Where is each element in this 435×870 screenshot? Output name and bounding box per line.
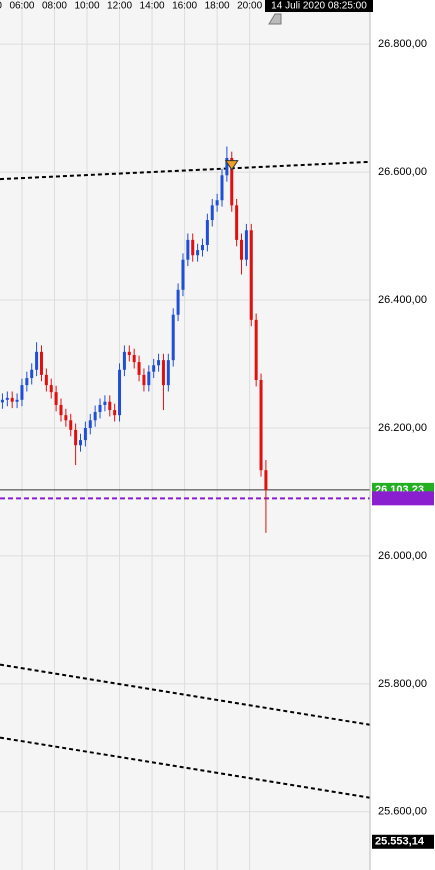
y-tick-label: 26.800,00 <box>378 38 427 50</box>
x-tick-label: 10:00 <box>74 1 99 12</box>
candle-body <box>35 351 39 370</box>
y-tick-label: 25.600,00 <box>378 806 427 818</box>
candle-body <box>254 319 258 380</box>
candle-body <box>54 392 58 405</box>
candle-body <box>230 158 234 206</box>
x-tick-label: 18:00 <box>205 1 230 12</box>
candle-body <box>240 239 244 260</box>
candle-body <box>103 401 107 405</box>
candle-body <box>5 397 9 400</box>
candle-body <box>74 429 78 446</box>
crosshair-label-box <box>265 0 373 12</box>
candle-body <box>191 239 195 256</box>
x-tick-label: 06:00 <box>9 1 34 12</box>
candle-body <box>108 401 112 411</box>
candle-body <box>196 250 200 256</box>
candle-body <box>25 378 29 386</box>
candle-body <box>113 410 117 416</box>
candle-body <box>132 355 136 363</box>
candle-body <box>15 399 19 402</box>
x-tick-label: 14:00 <box>140 1 165 12</box>
candle-body <box>210 205 214 221</box>
candle-body <box>147 371 151 386</box>
candle-body <box>69 420 73 430</box>
candle-body <box>142 374 146 386</box>
crosshair-handle <box>268 13 282 25</box>
trend-line <box>0 160 371 181</box>
candle-body <box>88 420 92 428</box>
candle-body <box>200 245 204 251</box>
price-label: 25.553,14 <box>375 836 425 848</box>
candle-body <box>64 415 68 421</box>
candle-body <box>225 158 229 176</box>
y-tick-label: 26.600,00 <box>378 166 427 178</box>
candle-body <box>205 220 209 246</box>
candle-body <box>235 205 239 240</box>
candle-body <box>137 362 141 375</box>
candle-body <box>30 369 34 379</box>
price-label-box <box>372 491 434 506</box>
candle-body <box>93 411 97 421</box>
y-tick-label: 26.200,00 <box>378 422 427 434</box>
candle-body <box>122 351 126 370</box>
candle-body <box>127 351 131 356</box>
price-label-box <box>372 834 434 849</box>
y-tick-label: 26.000,00 <box>378 550 427 562</box>
candle-body <box>181 259 185 290</box>
candle-body <box>215 200 219 206</box>
x-tick-label: 16:00 <box>172 1 197 12</box>
candle-body <box>176 289 180 315</box>
signal-marker <box>224 160 239 171</box>
candle-body <box>244 230 248 260</box>
y-tick-label: 25.800,00 <box>378 678 427 690</box>
candle-body <box>44 374 48 386</box>
candle-body <box>98 404 102 412</box>
axis-background <box>370 0 435 870</box>
candle-body <box>161 360 165 386</box>
candle-body <box>20 385 24 400</box>
y-tick-label: 26.400,00 <box>378 294 427 306</box>
x-tick-label: 04:00 <box>0 1 2 12</box>
candle-body <box>118 369 122 416</box>
candle-body <box>264 470 268 491</box>
candle-body <box>259 379 263 471</box>
x-tick-label: 12:00 <box>107 1 132 12</box>
candle-body <box>49 385 53 393</box>
candle-body <box>186 239 190 260</box>
candle-body <box>59 404 63 416</box>
candle-body <box>83 427 87 441</box>
candle-body <box>10 397 14 402</box>
candle-body <box>152 365 156 372</box>
candle-body <box>0 399 4 403</box>
candle-body <box>171 314 175 361</box>
candle-body <box>157 360 161 366</box>
candle-body <box>79 440 83 446</box>
candle-body <box>249 230 253 320</box>
candle-body <box>166 360 170 386</box>
crosshair-label: 14 Juli 2020 08:25:00 <box>271 1 367 12</box>
x-tick-label: 20:00 <box>237 1 262 12</box>
x-tick-label: 08:00 <box>42 1 67 12</box>
candle-body <box>39 351 43 375</box>
candle-body <box>220 175 224 201</box>
